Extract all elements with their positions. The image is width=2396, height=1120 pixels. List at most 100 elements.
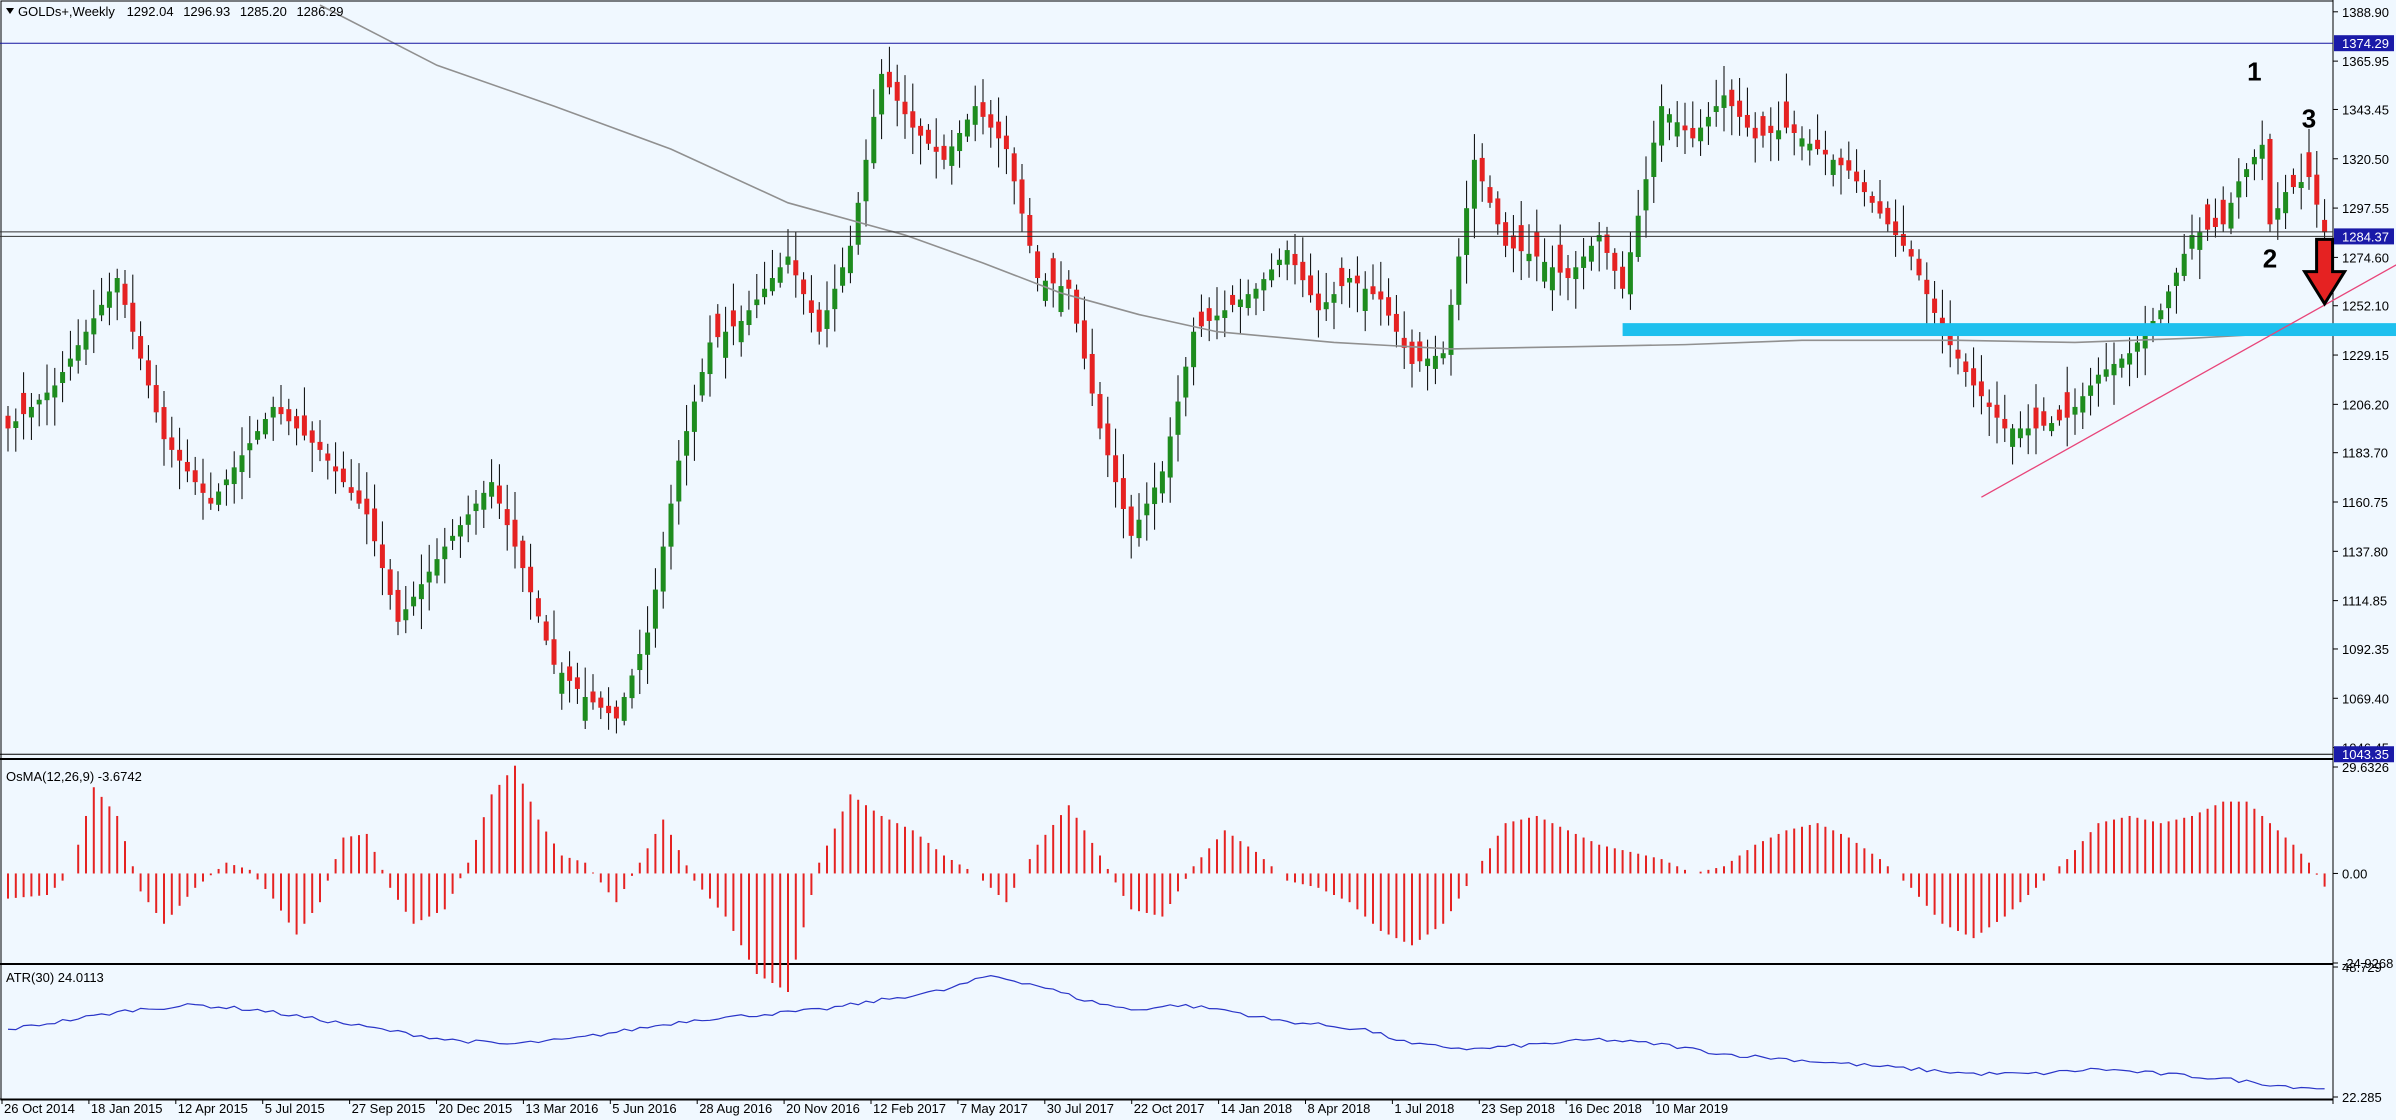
candle-body	[1432, 355, 1438, 369]
candle-body	[1807, 143, 1813, 151]
candle-body	[1791, 124, 1797, 133]
candle-body	[2244, 169, 2250, 178]
candle-body	[707, 342, 713, 375]
candle-body	[1542, 261, 1548, 282]
support-zone	[1622, 323, 2396, 337]
x-tick-label: 12 Feb 2017	[873, 1101, 946, 1116]
candle-body	[1604, 234, 1610, 253]
candle-body	[1596, 235, 1602, 242]
candle-body	[473, 503, 479, 512]
candle-body	[957, 132, 963, 152]
candle-body	[1183, 366, 1189, 398]
candle-body	[1206, 308, 1212, 321]
candle-body	[1955, 349, 1961, 359]
candle-body	[1269, 269, 1275, 281]
candle-body	[1744, 114, 1750, 128]
x-tick-label: 13 Mar 2016	[525, 1101, 598, 1116]
x-tick-label: 12 Apr 2015	[178, 1101, 248, 1116]
candle-body	[1198, 311, 1204, 327]
candle-body	[949, 146, 955, 166]
candle-body	[426, 571, 432, 583]
candle-body	[879, 73, 885, 115]
candle-body	[1113, 455, 1119, 483]
candle-body	[75, 345, 81, 361]
candle-body	[1448, 304, 1454, 355]
candle-body	[1861, 182, 1867, 193]
candle-body	[60, 372, 66, 384]
candle-body	[2095, 374, 2101, 384]
candle-body	[122, 283, 128, 305]
candle-body	[2119, 358, 2125, 368]
candle-body	[1284, 250, 1290, 265]
candle-body	[1869, 195, 1875, 203]
candle-body	[746, 310, 752, 326]
candle-body	[231, 467, 237, 485]
candle-body	[1152, 487, 1158, 505]
candle-body	[652, 589, 658, 629]
candle-body	[450, 535, 456, 541]
candle-body	[1425, 358, 1431, 367]
candle-body	[520, 540, 526, 569]
candle-body	[886, 71, 892, 88]
candle-body	[1838, 157, 1844, 166]
x-tick-label: 23 Sep 2018	[1481, 1101, 1555, 1116]
candle-body	[1846, 160, 1852, 171]
candle-body	[808, 300, 814, 313]
candle-body	[925, 129, 931, 144]
candle-body	[668, 503, 674, 547]
candle-body	[832, 288, 838, 310]
candle-body	[1932, 298, 1938, 313]
candle-body	[1986, 402, 1992, 407]
candle-body	[1128, 506, 1134, 536]
candle-body	[1588, 245, 1594, 262]
candle-body	[99, 304, 105, 316]
candle-body	[489, 482, 495, 497]
candle-body	[691, 401, 697, 432]
candle-body	[847, 245, 853, 274]
candle-body	[1027, 215, 1033, 246]
candle-body	[2220, 199, 2226, 225]
candle-body	[1401, 337, 1407, 348]
candle-body	[2306, 152, 2312, 178]
candle-body	[208, 497, 214, 504]
candle-body	[1752, 127, 1758, 139]
candle-body	[317, 441, 323, 450]
candle-body	[1971, 368, 1977, 386]
candle-body	[1573, 267, 1579, 280]
candle-body	[972, 106, 978, 125]
candle-body	[598, 697, 604, 708]
candle-body	[278, 407, 284, 415]
x-tick-label: 5 Jun 2016	[612, 1101, 676, 1116]
candle-body	[1042, 280, 1048, 301]
candle-body	[2056, 409, 2062, 421]
candle-body	[2166, 291, 2172, 309]
candle-body	[1713, 106, 1719, 112]
price-tick-label: 1092.35	[2342, 642, 2389, 657]
x-tick-label: 20 Nov 2016	[786, 1101, 860, 1116]
candle-body	[1674, 122, 1680, 137]
candle-body	[2173, 272, 2179, 286]
candle-body	[333, 466, 339, 472]
candle-body	[1549, 267, 1555, 291]
candle-body	[138, 336, 144, 359]
candle-body	[1245, 294, 1251, 309]
candle-body	[2322, 219, 2328, 233]
candle-body	[1003, 135, 1009, 150]
candle-body	[1557, 244, 1563, 273]
candle-body	[36, 399, 42, 405]
x-tick-label: 7 May 2017	[960, 1101, 1028, 1116]
candle-body	[1230, 294, 1236, 305]
candle-body	[294, 416, 300, 429]
candle-body	[543, 621, 549, 641]
candle-body	[5, 415, 11, 429]
candle-body	[325, 453, 331, 461]
candle-body	[395, 589, 401, 622]
chart-menu-triangle-icon	[6, 8, 14, 14]
candle-body	[1698, 127, 1704, 142]
candle-body	[1035, 251, 1041, 279]
candle-body	[1323, 302, 1329, 310]
candle-body	[1105, 423, 1111, 456]
candle-body	[130, 302, 136, 332]
candle-body	[411, 596, 417, 607]
